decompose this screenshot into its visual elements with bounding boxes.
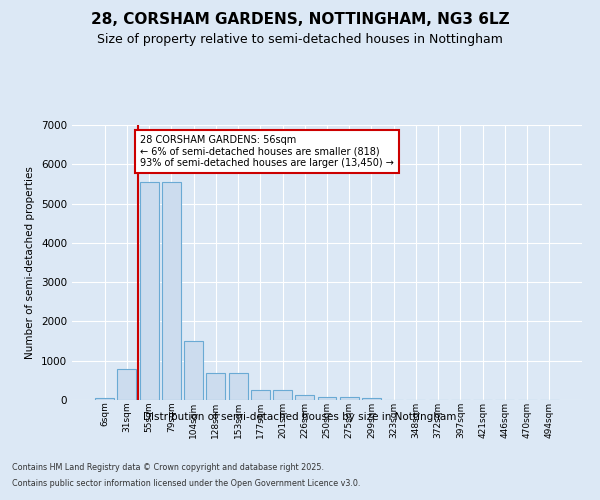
Bar	[162, 182, 181, 400]
Text: Contains HM Land Registry data © Crown copyright and database right 2025.: Contains HM Land Registry data © Crown c…	[12, 462, 324, 471]
Text: Contains public sector information licensed under the Open Government Licence v3: Contains public sector information licen…	[12, 479, 361, 488]
Bar	[362, 398, 381, 400]
Bar	[140, 182, 158, 400]
Bar	[118, 368, 136, 400]
Text: 28, CORSHAM GARDENS, NOTTINGHAM, NG3 6LZ: 28, CORSHAM GARDENS, NOTTINGHAM, NG3 6LZ	[91, 12, 509, 28]
Bar	[340, 397, 359, 400]
Bar	[295, 395, 314, 400]
Text: Distribution of semi-detached houses by size in Nottingham: Distribution of semi-detached houses by …	[143, 412, 457, 422]
Text: 28 CORSHAM GARDENS: 56sqm
← 6% of semi-detached houses are smaller (818)
93% of : 28 CORSHAM GARDENS: 56sqm ← 6% of semi-d…	[140, 135, 394, 168]
Bar	[317, 397, 337, 400]
Bar	[273, 390, 292, 400]
Y-axis label: Number of semi-detached properties: Number of semi-detached properties	[25, 166, 35, 359]
Text: Size of property relative to semi-detached houses in Nottingham: Size of property relative to semi-detach…	[97, 32, 503, 46]
Bar	[206, 374, 225, 400]
Bar	[251, 390, 270, 400]
Bar	[229, 374, 248, 400]
Bar	[184, 341, 203, 400]
Bar	[95, 398, 114, 400]
